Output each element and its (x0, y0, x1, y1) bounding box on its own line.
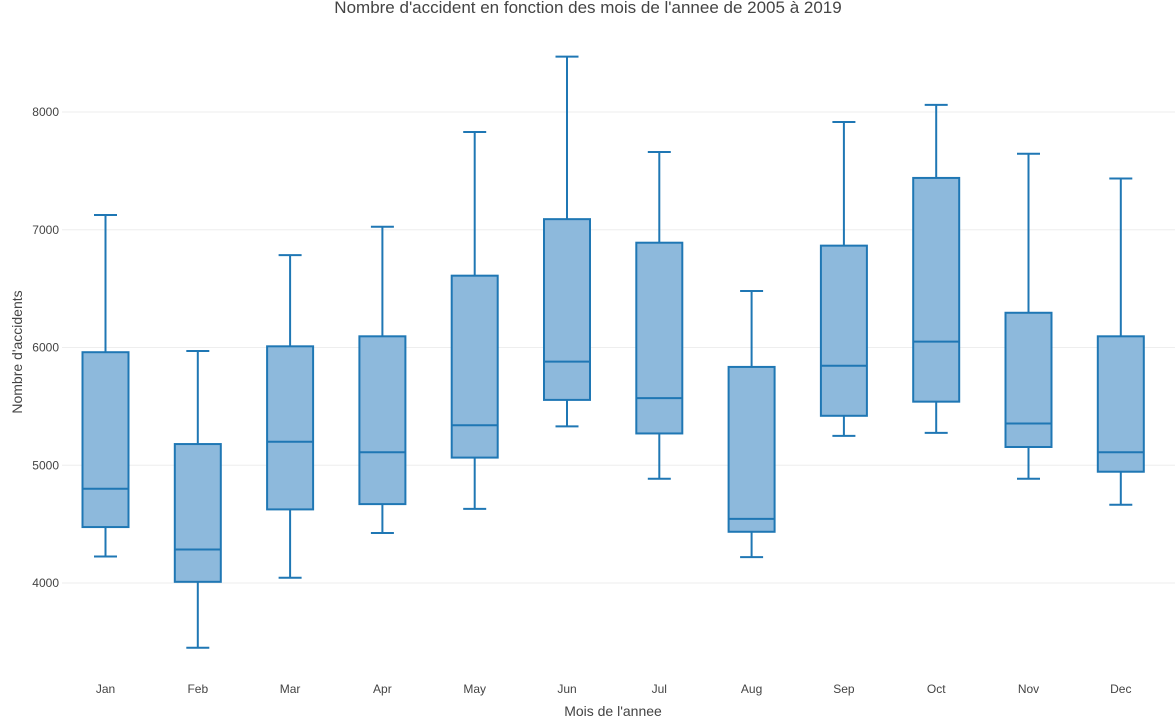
y-tick-label: 8000 (32, 105, 59, 119)
x-tick-label: Sep (833, 682, 855, 696)
x-tick-label: Nov (1018, 682, 1039, 696)
iqr-box (173, 443, 222, 583)
iqr-box (81, 351, 130, 529)
iqr-box (266, 345, 315, 511)
iqr-box (1096, 335, 1145, 473)
box-series (81, 55, 1145, 649)
box-jan (81, 214, 130, 558)
box-may (450, 131, 499, 510)
y-tick-label: 7000 (32, 223, 59, 237)
y-tick-label: 6000 (32, 341, 59, 355)
y-axis-ticks: 4000 5000 6000 7000 8000 (32, 105, 59, 590)
x-tick-label: May (463, 682, 486, 696)
x-tick-label: Dec (1110, 682, 1131, 696)
x-tick-label: Oct (927, 682, 946, 696)
x-tick-label: Mar (280, 682, 301, 696)
box-sep (819, 121, 868, 437)
y-axis-title: Nombre d'accidents (9, 290, 25, 413)
x-tick-label: Jan (96, 682, 115, 696)
x-tick-label: Jul (652, 682, 667, 696)
iqr-box (912, 176, 961, 403)
box-nov (1004, 152, 1053, 480)
iqr-box (450, 274, 499, 459)
box-feb (173, 350, 222, 649)
x-axis-title: Mois de l'annee (564, 703, 662, 718)
box-mar (266, 254, 315, 579)
x-tick-label: Apr (373, 682, 392, 696)
x-axis-ticks: Jan Feb Mar Apr May Jun Jul Aug Sep Oct Nov Dec (96, 682, 1132, 696)
box-apr (358, 225, 407, 534)
iqr-box (543, 218, 591, 401)
box-dec (1096, 177, 1145, 506)
box-jun (543, 55, 591, 428)
box-jul (635, 151, 684, 480)
iqr-box (1004, 311, 1053, 448)
y-tick-label: 5000 (32, 458, 59, 472)
box-aug (727, 289, 776, 559)
chart-title: Nombre d'accident en fonction des mois d… (334, 0, 841, 17)
iqr-box (727, 365, 776, 533)
iqr-box (819, 244, 868, 417)
iqr-box (635, 241, 684, 435)
iqr-box (358, 335, 407, 506)
box-oct (912, 103, 961, 434)
grid-lines (62, 111, 1175, 584)
x-tick-label: Jun (557, 682, 576, 696)
y-tick-label: 4000 (32, 576, 59, 590)
x-tick-label: Aug (741, 682, 762, 696)
x-tick-label: Feb (187, 682, 208, 696)
